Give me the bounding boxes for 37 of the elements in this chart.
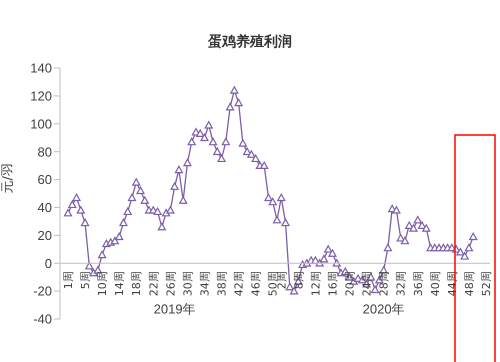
y-tick-label: 60 — [38, 172, 52, 188]
y-tick-label: 140 — [30, 60, 52, 76]
y-tick-label: 80 — [38, 144, 52, 160]
x-tick-label: 32周 — [394, 271, 408, 296]
x-tick-label: 14周 — [113, 271, 126, 296]
x-tick-label: 34周 — [198, 271, 212, 296]
x-tick-label: 10周 — [96, 271, 110, 296]
chart-title: 蛋鸡养殖利润 — [207, 33, 293, 51]
x-tick-label: 36周 — [412, 271, 425, 296]
x-tick-label: 12周 — [309, 271, 322, 296]
x-tick-label: 26周 — [164, 271, 178, 296]
x-tick-label: 46周 — [250, 271, 263, 296]
annotation: 2020年 — [362, 302, 405, 317]
x-tick-label: 16周 — [326, 271, 340, 296]
x-tick-label: 30周 — [181, 271, 194, 296]
x-tick-label: 42周 — [232, 271, 246, 296]
y-axis-title: 元/羽 — [0, 163, 16, 194]
x-tick-label: 20周 — [344, 271, 357, 296]
annotation: 2019年 — [154, 302, 196, 317]
x-tick-label: 8周 — [292, 271, 306, 290]
x-tick-label: 18周 — [130, 271, 144, 296]
x-tick-label: 22周 — [147, 271, 160, 296]
x-tick-label: 52周 — [480, 271, 493, 296]
x-tick-label: 48周 — [462, 271, 476, 296]
x-tick-label: 24周 — [360, 271, 374, 296]
x-tick-label: 28周 — [378, 271, 391, 296]
y-tick-label: -20 — [33, 284, 52, 299]
y-tick-label: 120 — [30, 88, 52, 104]
y-tick-label: 40 — [38, 200, 52, 216]
x-tick-label: 5周 — [79, 271, 92, 290]
y-tick-label: 0 — [44, 256, 52, 271]
x-tick-label: 40周 — [428, 271, 442, 296]
x-tick-label: 1周 — [62, 271, 75, 290]
y-tick-label: 100 — [30, 116, 52, 132]
y-tick-label: -40 — [33, 312, 52, 327]
y-tick-label: 20 — [38, 228, 52, 243]
x-tick-label: 38周 — [216, 271, 229, 296]
